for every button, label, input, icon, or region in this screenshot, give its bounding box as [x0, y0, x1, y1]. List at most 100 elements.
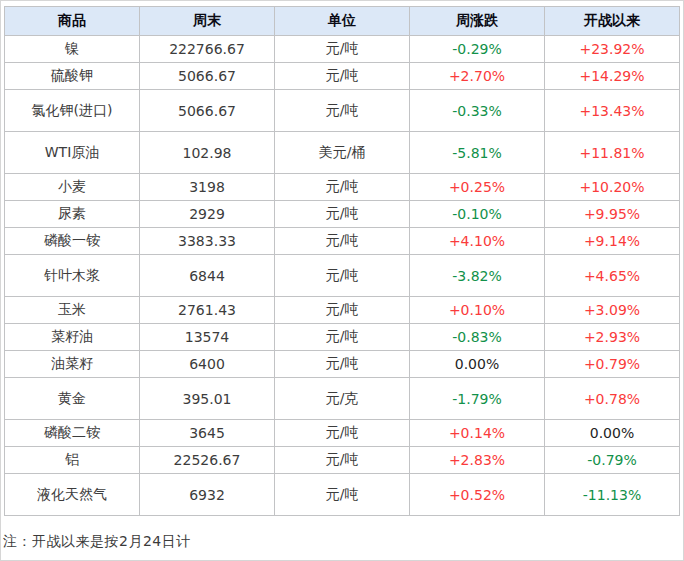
weekend-value: 2761.43	[140, 297, 275, 324]
col-header-weekend-price: 周末	[140, 7, 275, 36]
unit-value: 元/吨	[275, 474, 410, 516]
page: { "chart_data": { "type": "table", "colu…	[0, 0, 684, 561]
unit-value: 元/吨	[275, 297, 410, 324]
commodity-name: 氯化钾(进口)	[5, 90, 140, 132]
col-header-commodity: 商品	[5, 7, 140, 36]
table-row: 玉米2761.43元/吨+0.10%+3.09%	[5, 297, 680, 324]
since-war-value: +14.29%	[545, 63, 680, 90]
col-header-since-war-change: 开战以来	[545, 7, 680, 36]
commodity-name: 镍	[5, 36, 140, 63]
weekend-value: 3645	[140, 420, 275, 447]
unit-value: 元/吨	[275, 255, 410, 297]
weekly-change-value: +0.14%	[410, 420, 545, 447]
weekly-change-value: -5.81%	[410, 132, 545, 174]
weekly-change-value: -0.33%	[410, 90, 545, 132]
weekend-value: 3383.33	[140, 228, 275, 255]
weekly-change-value: -3.82%	[410, 255, 545, 297]
unit-value: 元/吨	[275, 36, 410, 63]
weekend-value: 395.01	[140, 378, 275, 420]
commodity-name: 菜籽油	[5, 324, 140, 351]
weekend-value: 3198	[140, 174, 275, 201]
weekend-value: 13574	[140, 324, 275, 351]
since-war-value: +4.65%	[545, 255, 680, 297]
table-header: 商品周末单位周涨跌开战以来	[5, 7, 680, 36]
commodity-price-table: 商品周末单位周涨跌开战以来 镍222766.67元/吨-0.29%+23.92%…	[4, 6, 680, 516]
unit-value: 元/吨	[275, 174, 410, 201]
weekend-value: 5066.67	[140, 63, 275, 90]
weekend-value: 6400	[140, 351, 275, 378]
weekly-change-value: +2.70%	[410, 63, 545, 90]
table-row: 硫酸钾5066.67元/吨+2.70%+14.29%	[5, 63, 680, 90]
weekend-value: 6932	[140, 474, 275, 516]
since-war-value: +0.79%	[545, 351, 680, 378]
table-row: 液化天然气6932元/吨+0.52%-11.13%	[5, 474, 680, 516]
unit-value: 元/吨	[275, 324, 410, 351]
unit-value: 元/吨	[275, 90, 410, 132]
commodity-name: 针叶木浆	[5, 255, 140, 297]
table-row: 针叶木浆6844元/吨-3.82%+4.65%	[5, 255, 680, 297]
weekend-value: 22526.67	[140, 447, 275, 474]
weekly-change-value: 0.00%	[410, 351, 545, 378]
commodity-name: 硫酸钾	[5, 63, 140, 90]
since-war-value: -11.13%	[545, 474, 680, 516]
table-row: 镍222766.67元/吨-0.29%+23.92%	[5, 36, 680, 63]
unit-value: 元/吨	[275, 228, 410, 255]
since-war-value: 0.00%	[545, 420, 680, 447]
unit-value: 元/吨	[275, 351, 410, 378]
table-row: 黄金395.01元/克-1.79%+0.78%	[5, 378, 680, 420]
since-war-value: +9.14%	[545, 228, 680, 255]
weekly-change-value: -0.29%	[410, 36, 545, 63]
since-war-value: +0.78%	[545, 378, 680, 420]
since-war-value: +10.20%	[545, 174, 680, 201]
table-row: 氯化钾(进口)5066.67元/吨-0.33%+13.43%	[5, 90, 680, 132]
weekly-change-value: +4.10%	[410, 228, 545, 255]
weekly-change-value: +0.52%	[410, 474, 545, 516]
weekend-value: 222766.67	[140, 36, 275, 63]
header-row: 商品周末单位周涨跌开战以来	[5, 7, 680, 36]
weekly-change-value: -1.79%	[410, 378, 545, 420]
commodity-name: 玉米	[5, 297, 140, 324]
commodity-name: 油菜籽	[5, 351, 140, 378]
col-header-unit: 单位	[275, 7, 410, 36]
table-row: 铝22526.67元/吨+2.83%-0.79%	[5, 447, 680, 474]
weekly-change-value: +0.10%	[410, 297, 545, 324]
table-body: 镍222766.67元/吨-0.29%+23.92%硫酸钾5066.67元/吨+…	[5, 36, 680, 516]
since-war-value: +13.43%	[545, 90, 680, 132]
since-war-value: +9.95%	[545, 201, 680, 228]
unit-value: 元/吨	[275, 63, 410, 90]
table-row: WTI原油102.98美元/桶-5.81%+11.81%	[5, 132, 680, 174]
since-war-value: +11.81%	[545, 132, 680, 174]
unit-value: 美元/桶	[275, 132, 410, 174]
unit-value: 元/吨	[275, 420, 410, 447]
weekend-value: 6844	[140, 255, 275, 297]
weekend-value: 2929	[140, 201, 275, 228]
commodity-name: 尿素	[5, 201, 140, 228]
table-row: 磷酸二铵3645元/吨+0.14%0.00%	[5, 420, 680, 447]
table-row: 小麦3198元/吨+0.25%+10.20%	[5, 174, 680, 201]
unit-value: 元/吨	[275, 201, 410, 228]
weekly-change-value: -0.10%	[410, 201, 545, 228]
unit-value: 元/克	[275, 378, 410, 420]
commodity-name: 磷酸二铵	[5, 420, 140, 447]
weekend-value: 102.98	[140, 132, 275, 174]
table-row: 尿素2929元/吨-0.10%+9.95%	[5, 201, 680, 228]
commodity-name: 小麦	[5, 174, 140, 201]
since-war-value: -0.79%	[545, 447, 680, 474]
col-header-weekly-change: 周涨跌	[410, 7, 545, 36]
weekly-change-value: +0.25%	[410, 174, 545, 201]
table-row: 磷酸一铵3383.33元/吨+4.10%+9.14%	[5, 228, 680, 255]
commodity-name: 磷酸一铵	[5, 228, 140, 255]
footnote: 注：开战以来是按2月24日计	[3, 533, 684, 551]
weekend-value: 5066.67	[140, 90, 275, 132]
since-war-value: +23.92%	[545, 36, 680, 63]
commodity-name: WTI原油	[5, 132, 140, 174]
weekly-change-value: +2.83%	[410, 447, 545, 474]
commodity-name: 液化天然气	[5, 474, 140, 516]
commodity-name: 黄金	[5, 378, 140, 420]
since-war-value: +2.93%	[545, 324, 680, 351]
unit-value: 元/吨	[275, 447, 410, 474]
commodity-name: 铝	[5, 447, 140, 474]
table-row: 菜籽油13574元/吨-0.83%+2.93%	[5, 324, 680, 351]
table-row: 油菜籽6400元/吨0.00%+0.79%	[5, 351, 680, 378]
since-war-value: +3.09%	[545, 297, 680, 324]
